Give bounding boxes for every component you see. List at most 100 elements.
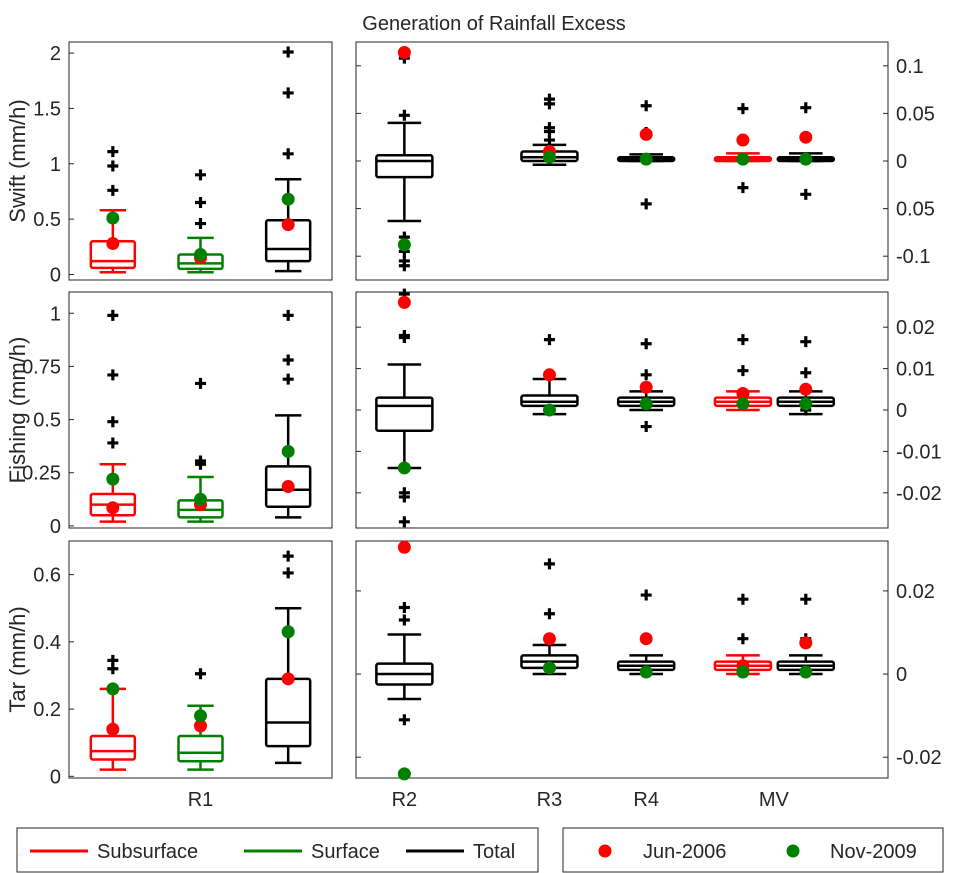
box-total <box>375 602 434 726</box>
box-iqr <box>264 465 312 508</box>
jun2006-event-point <box>397 540 411 554</box>
jun2006-event-point <box>736 133 750 147</box>
outlier-marker <box>543 558 555 570</box>
outlier-marker <box>543 98 555 110</box>
panel-2-right: -0.02 0 0.02 <box>355 540 942 781</box>
outlier-marker <box>195 455 206 467</box>
outlier-marker <box>107 160 119 172</box>
legend-jun2006-marker <box>598 844 612 858</box>
y-tick-label: 1 <box>50 303 61 325</box>
box-total <box>375 52 434 272</box>
outlier-marker <box>398 602 410 614</box>
jun2006-event-point <box>736 386 750 400</box>
x-tick-label-r3: R3 <box>537 789 563 811</box>
outlier-marker <box>398 516 410 528</box>
jun2006-event-point <box>397 295 411 309</box>
jun2006-event-point <box>639 127 653 141</box>
box-total <box>375 288 434 528</box>
outlier-marker <box>107 416 119 428</box>
y-tick-label: 0.1 <box>896 56 924 78</box>
outlier-marker <box>282 550 294 562</box>
outlier-marker <box>640 100 652 112</box>
box-iqr <box>89 734 137 761</box>
outlier-marker <box>195 668 206 680</box>
jun2006-event-point <box>106 722 120 736</box>
y-tick-label: 1.5 <box>33 98 61 120</box>
outlier-marker <box>640 338 652 350</box>
y-tick-label: 0.05 <box>896 103 935 125</box>
legend-groups: Subsurface Surface Total <box>16 827 539 873</box>
nov2009-event-point <box>736 665 750 679</box>
outlier-marker <box>398 332 410 344</box>
y-tick-label: 1 <box>50 154 61 176</box>
nov2009-event-point <box>542 403 556 417</box>
outlier-marker <box>282 148 294 160</box>
outlier-marker <box>543 125 555 137</box>
y-tick-label: 0 <box>50 264 61 286</box>
outlier-marker <box>195 197 206 209</box>
outlier-marker <box>195 169 206 181</box>
box-iqr <box>177 734 224 763</box>
outlier-marker <box>543 608 555 620</box>
y-axis-label: Swift (mm/h) <box>5 99 30 222</box>
outlier-marker <box>640 421 652 433</box>
outlier-marker <box>800 367 812 379</box>
y-tick-label: 0.4 <box>33 632 61 654</box>
y-axis-label: Fishing (mm/h) <box>5 337 30 484</box>
jun2006-event-point <box>281 218 295 232</box>
jun2006-event-point <box>397 45 411 59</box>
jun2006-event-point <box>639 632 653 646</box>
outlier-marker <box>282 567 294 579</box>
y-tick-label: -0.02 <box>896 483 942 505</box>
nov2009-event-point <box>736 152 750 166</box>
nov2009-event-point <box>397 461 411 475</box>
outlier-marker <box>737 365 749 377</box>
panel-1-right: -0.02 -0.01 0 0.01 0.02 <box>355 288 942 529</box>
axes-frame <box>355 540 889 779</box>
nov2009-event-point <box>799 152 813 166</box>
y-axis-label: Tar (mm/h) <box>5 606 30 712</box>
y-tick-label: 0.75 <box>22 356 61 378</box>
outlier-marker <box>398 109 410 121</box>
outlier-marker <box>107 369 119 381</box>
legend-nov2009-marker <box>786 844 800 858</box>
y-tick-label: -0.1 <box>896 246 930 268</box>
outlier-marker <box>398 614 410 626</box>
nov2009-event-point <box>397 238 411 252</box>
nov2009-event-point <box>281 625 295 639</box>
outlier-marker <box>282 373 294 385</box>
box-iqr <box>375 154 434 179</box>
legend-total-label: Total <box>473 841 515 863</box>
y-tick-label: 2 <box>50 43 61 65</box>
x-tick-label-r1: R1 <box>188 789 214 811</box>
nov2009-event-point <box>106 211 120 225</box>
x-tick-label-mv: MV <box>759 789 790 811</box>
box-iqr <box>375 396 434 432</box>
nov2009-event-point <box>542 150 556 164</box>
y-tick-label: 0.01 <box>896 359 935 381</box>
nov2009-event-point <box>106 682 120 696</box>
outlier-marker <box>107 184 119 196</box>
outlier-marker <box>107 309 119 321</box>
y-tick-label: 0.02 <box>896 317 935 339</box>
legend-events: Jun-2006 Nov-2009 <box>562 827 944 873</box>
jun2006-event-point <box>281 672 295 686</box>
outlier-marker <box>737 593 749 605</box>
outlier-marker <box>640 198 652 210</box>
y-tick-label: -0.01 <box>896 441 942 463</box>
x-tick-labels: R1 R2 R3 R4 MV <box>188 789 790 811</box>
y-tick-label: 0 <box>896 664 907 686</box>
outlier-marker <box>282 46 294 58</box>
jun2006-event-point <box>799 382 813 396</box>
panel-1-left: 0 0.25 0.5 0.75 1 Fishing (mm/h) <box>5 291 333 538</box>
nov2009-event-point <box>194 248 207 262</box>
jun2006-event-point <box>194 719 207 733</box>
outlier-marker <box>195 218 206 230</box>
jun2006-event-point <box>639 380 653 394</box>
panel-0-right: -0.1 0.05 0 0.05 0.1 <box>355 41 935 281</box>
y-tick-label: -0.02 <box>896 747 942 769</box>
outlier-marker <box>737 182 749 194</box>
box-surface <box>177 668 224 771</box>
jun2006-event-point <box>542 632 556 646</box>
